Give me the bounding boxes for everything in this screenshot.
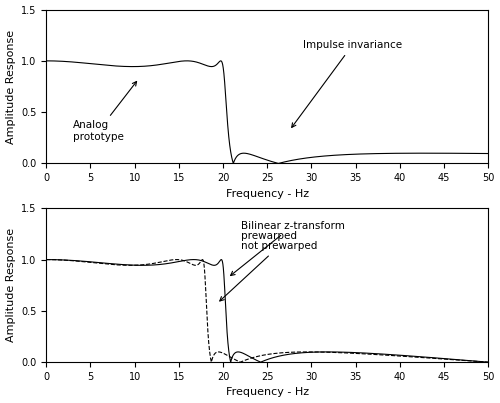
X-axis label: Frequency - Hz: Frequency - Hz <box>226 189 309 199</box>
Text: Bilinear z-transform: Bilinear z-transform <box>230 221 344 276</box>
Y-axis label: Amplitude Response: Amplitude Response <box>6 29 16 143</box>
Y-axis label: Amplitude Response: Amplitude Response <box>6 228 16 342</box>
Text: prewarped: prewarped <box>240 231 296 241</box>
Text: Analog
prototype: Analog prototype <box>72 81 136 142</box>
Text: Impulse invariance: Impulse invariance <box>292 40 402 127</box>
Text: not prewarped: not prewarped <box>220 241 317 301</box>
X-axis label: Frequency - Hz: Frequency - Hz <box>226 387 309 397</box>
